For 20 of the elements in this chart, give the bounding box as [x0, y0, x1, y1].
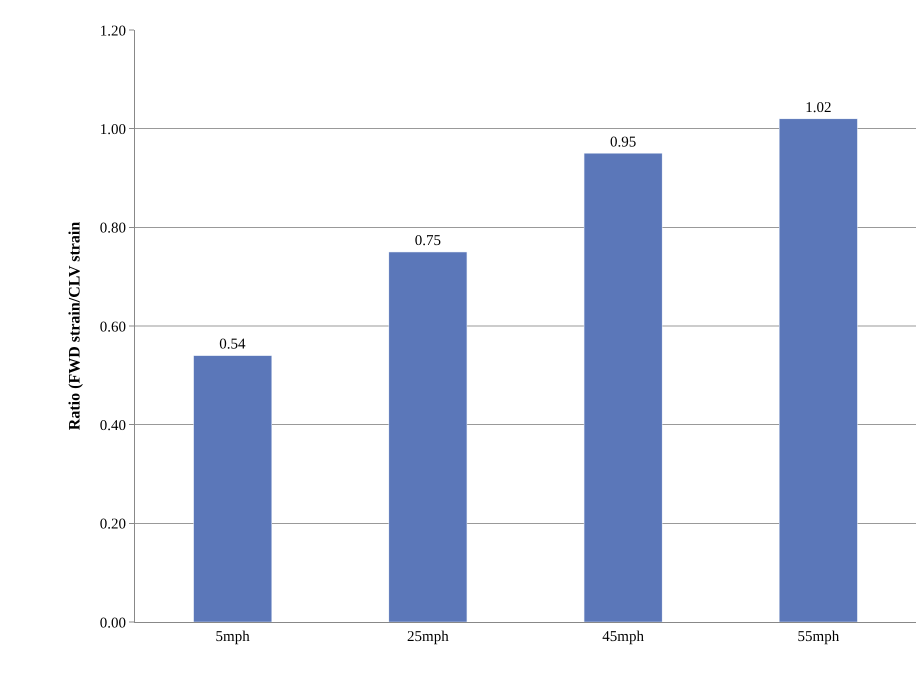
y-tick-label: 1.20 — [100, 23, 126, 40]
bar — [193, 355, 272, 622]
data-label: 0.75 — [414, 233, 442, 249]
y-tick-label: 0.20 — [100, 516, 126, 533]
bar — [584, 153, 662, 622]
bar — [388, 252, 468, 622]
y-tick-label: 1.00 — [100, 122, 126, 138]
y-tick-label: 0.80 — [100, 220, 126, 237]
y-axis-title: Ratio (FWD strain/CLV strain — [66, 222, 84, 430]
x-tick-label: 5mph — [216, 629, 250, 645]
y-tick-label: 0.00 — [100, 615, 126, 632]
data-label: 0.54 — [219, 336, 246, 353]
bar — [779, 118, 858, 622]
x-tick-label: 45mph — [602, 629, 644, 645]
x-tick-label: 55mph — [798, 629, 840, 645]
x-tick-label: 25mph — [407, 629, 450, 645]
y-tick-label: 0.40 — [100, 418, 126, 434]
data-label: 0.95 — [610, 134, 636, 150]
data-label: 1.02 — [805, 100, 832, 116]
y-tick-label: 0.60 — [100, 319, 126, 336]
